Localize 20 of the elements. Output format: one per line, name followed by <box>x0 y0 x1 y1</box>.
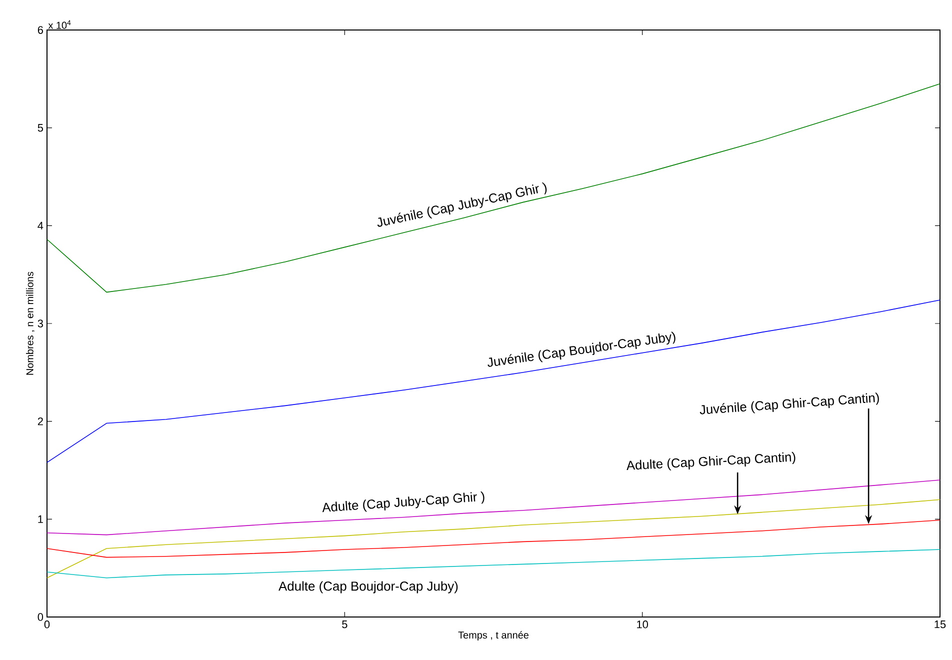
annotation: Juvénile (Cap Ghir-Cap Cantin) <box>700 392 879 414</box>
y-tick-label: 6 <box>38 26 43 34</box>
y-tick-label: 0 <box>38 613 44 621</box>
annotation: Adulte (Cap Juby-Cap Ghir ) <box>322 492 484 512</box>
x-tick-label: 10 <box>637 620 648 628</box>
x-tick-label: 5 <box>342 620 348 628</box>
annotation: Adulte (Cap Boujdor-Cap Juby) <box>278 581 458 594</box>
x-axis-title: Temps , t année <box>458 631 528 641</box>
annotation: Juvénile (Cap Boujdor-Cap Juby) <box>488 332 676 367</box>
annotation: Juvénile (Cap Juby-Cap Ghir ) <box>377 182 547 227</box>
y-tick-label: 1 <box>38 515 43 523</box>
text: x 10$^{4}$ <box>48 20 71 29</box>
y-tick-label: 2 <box>38 418 43 426</box>
y-tick-label: 4 <box>38 222 44 230</box>
y-axis-title: Nombres , n en millions <box>26 272 35 375</box>
y-tick-label: 5 <box>38 124 44 132</box>
x-tick-label: 15 <box>934 620 946 628</box>
x-tick-label: 0 <box>44 620 50 628</box>
annotation: Adulte (Cap Ghir-Cap Cantin) <box>626 452 796 470</box>
y-tick-label: 3 <box>38 320 43 328</box>
